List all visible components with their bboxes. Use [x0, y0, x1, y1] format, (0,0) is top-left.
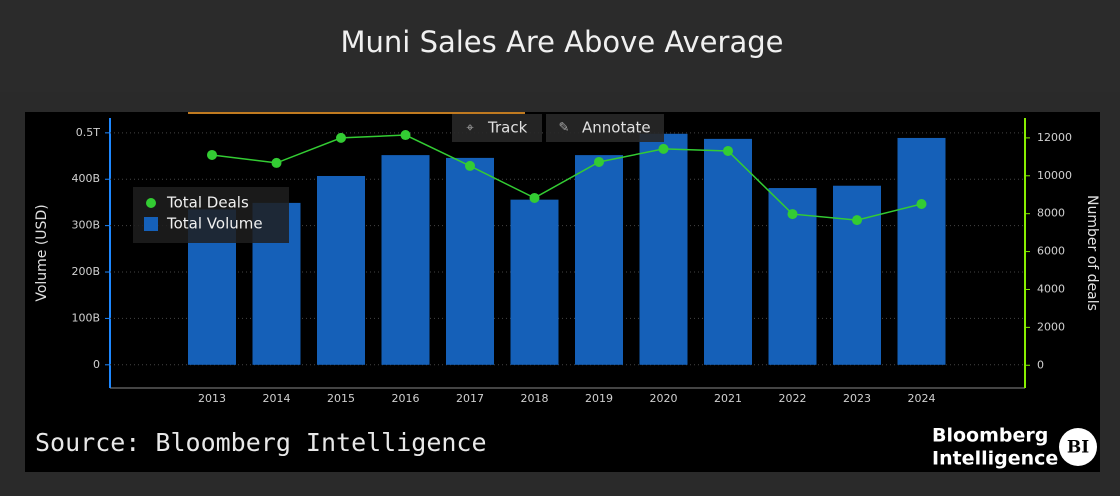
point [400, 130, 411, 141]
bar [317, 175, 365, 365]
point [787, 209, 798, 220]
point [723, 145, 733, 156]
x-tick-label: 2021 [714, 392, 742, 405]
y2-tick-label: 8000 [1037, 207, 1065, 220]
x-tick-label: 2024 [908, 392, 936, 405]
x-tick-label: 2020 [650, 392, 678, 405]
bar [446, 157, 494, 365]
y2-tick-label: 12000 [1037, 131, 1072, 144]
point [465, 160, 475, 171]
point [916, 199, 927, 210]
bar [575, 155, 623, 365]
y-axis-label: Volume (USD) [34, 204, 50, 301]
x-tick-label: 2023 [843, 392, 871, 405]
legend-marker [144, 217, 158, 231]
y2-tick-label: 4000 [1037, 282, 1065, 295]
y-tick-label: 0.5T [76, 126, 100, 139]
x-tick-label: 2018 [521, 392, 549, 405]
header [0, 0, 1120, 92]
point [658, 143, 669, 154]
y2-axis-label: Number of deals [1084, 195, 1100, 311]
x-tick-label: 2015 [327, 392, 355, 405]
y2-tick-label: 10000 [1037, 169, 1072, 182]
x-tick-label: 2017 [456, 392, 484, 405]
point [852, 215, 862, 226]
legend-box [133, 187, 289, 243]
logo-text: Bloomberg [932, 425, 1048, 447]
x-tick-label: 2014 [263, 392, 291, 405]
toolbar-label[interactable]: Annotate [582, 119, 651, 137]
point [336, 132, 346, 143]
toolbar-icon: ✎ [559, 121, 570, 136]
y-tick-label: 200B [71, 265, 100, 278]
overlay: Total Deals Total Volume ⌖ Track ✎ Annotate [133, 114, 664, 243]
bar [381, 155, 430, 365]
point [271, 157, 282, 168]
bar [639, 133, 688, 365]
logo-badge [1059, 428, 1097, 466]
x-tick-label: 2022 [779, 392, 807, 405]
logo-badge-text: BI [1067, 438, 1089, 458]
bar [704, 138, 752, 365]
toolbar-label[interactable]: Track [487, 119, 528, 137]
y-tick-label: 0 [93, 358, 100, 371]
point [594, 156, 604, 167]
source: Source: Bloomberg Intelligence [35, 428, 487, 457]
x-tick-label: 2016 [392, 392, 420, 405]
legend-marker [146, 198, 156, 208]
y-tick-label: 100B [71, 311, 100, 324]
toolbar-button[interactable] [546, 114, 664, 142]
toolbar-button[interactable] [452, 114, 542, 142]
y2-tick-label: 2000 [1037, 320, 1065, 333]
legend-label: Total Deals [166, 194, 249, 212]
bar [510, 199, 559, 365]
bar [833, 185, 881, 365]
x-tick-label: 2019 [585, 392, 613, 405]
line [211, 134, 922, 221]
y-tick-label: 300B [71, 219, 100, 232]
y2-tick-label: 0 [1037, 358, 1044, 371]
bar [897, 137, 946, 365]
x-tick-label: 2013 [198, 392, 226, 405]
chart-title: Muni Sales Are Above Average [341, 25, 784, 59]
point [207, 149, 217, 160]
logo-text: Intelligence [932, 448, 1058, 470]
y2-tick-label: 6000 [1037, 245, 1065, 258]
toolbar-icon: ⌖ [466, 121, 474, 136]
point [529, 192, 540, 203]
y-tick-label: 400B [71, 172, 100, 185]
legend-label: Total Volume [166, 215, 263, 233]
